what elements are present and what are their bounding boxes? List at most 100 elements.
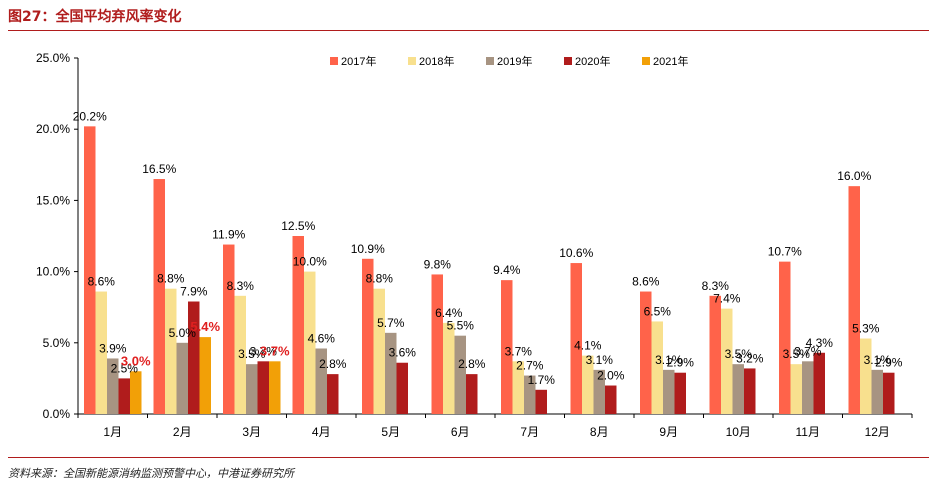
data-label: 8.6% (632, 275, 660, 289)
bar (663, 369, 675, 414)
bar (246, 364, 258, 414)
data-label: 4.6% (308, 331, 336, 345)
data-label: 3.7% (250, 344, 278, 358)
data-label: 12.5% (281, 219, 315, 233)
bar (860, 338, 872, 414)
bar (269, 361, 281, 414)
title-rule (8, 30, 929, 31)
data-label: 3.7% (260, 343, 290, 358)
y-tick-label: 10.0% (36, 265, 70, 279)
bar (454, 335, 466, 414)
data-label: 8.8% (157, 272, 185, 286)
bar (593, 369, 605, 414)
bar (84, 126, 96, 415)
data-label: 6.4% (435, 306, 463, 320)
data-label: 2.9% (667, 356, 695, 370)
bar (107, 358, 119, 414)
data-label: 5.0% (169, 326, 197, 340)
data-label: 1.7% (528, 373, 556, 387)
data-label: 10.0% (293, 255, 327, 269)
data-label: 10.9% (351, 242, 385, 256)
bar (223, 244, 235, 414)
bar (176, 342, 188, 414)
legend-swatch (486, 57, 494, 65)
x-tick-label: 6月 (451, 425, 470, 439)
axes: 0.0% 5.0% 10.0% 15.0% 20.0% 25.0% 1月 2月 3月 4月 5月 6月… (36, 51, 913, 439)
data-label: 3.5% (238, 347, 266, 361)
bar (871, 369, 883, 414)
legend: 2017年 2018年 2019年 2020年 2021年 (330, 54, 688, 68)
data-label: 3.5% (725, 347, 753, 361)
data-label: 20.2% (73, 109, 107, 123)
bar (813, 352, 825, 414)
bar (582, 355, 594, 414)
data-label: 9.8% (424, 257, 452, 271)
bar (431, 274, 443, 414)
data-label: 8.8% (366, 272, 394, 286)
bar (790, 364, 802, 414)
bar (396, 362, 408, 414)
bar (709, 295, 721, 414)
data-label: 2.0% (597, 369, 625, 383)
bar (165, 288, 177, 414)
legend-label: 2018年 (419, 54, 454, 68)
x-tick-label: 3月 (242, 425, 261, 439)
bar (95, 291, 107, 414)
data-label: 3.1% (864, 353, 892, 367)
value-labels: 20.2% 8.6% 3.9% 2.5%3.0% 16.5% 8.8% 5.0% 7.9% 5.… (73, 109, 903, 386)
bar (373, 288, 385, 414)
data-label: 3.2% (736, 351, 764, 365)
bar (257, 361, 269, 414)
data-label: 5.3% (852, 322, 880, 336)
data-label: 3.6% (389, 346, 417, 360)
legend-swatch (642, 57, 650, 65)
figure-title: 图27：全国平均弃风率变化 (8, 9, 182, 25)
data-label: 8.3% (227, 279, 255, 293)
bar (779, 261, 791, 414)
y-tick-label: 0.0% (43, 407, 71, 421)
data-label: 3.7% (794, 344, 822, 358)
data-label: 10.6% (559, 246, 593, 260)
data-label: 8.3% (702, 279, 730, 293)
data-label: 2.8% (319, 357, 347, 371)
bars (84, 126, 895, 415)
bar (744, 368, 756, 414)
x-tick-label: 9月 (659, 425, 678, 439)
data-label: 7.4% (713, 292, 741, 306)
data-label: 7.9% (180, 285, 208, 299)
bar (651, 321, 663, 414)
bar (570, 263, 582, 414)
x-tick-label: 5月 (381, 425, 400, 439)
data-label: 5.7% (377, 316, 405, 330)
legend-label: 2020年 (575, 54, 610, 68)
x-tick-label: 4月 (312, 425, 331, 439)
bar (535, 389, 547, 414)
data-label: 16.0% (837, 169, 871, 183)
data-label: 10.7% (768, 245, 802, 259)
bar (153, 179, 165, 414)
data-label: 3.5% (783, 347, 811, 361)
bar (501, 280, 513, 414)
bar (385, 332, 397, 414)
y-tick-label: 25.0% (36, 51, 70, 65)
data-label: 4.1% (574, 339, 602, 353)
legend-label: 2017年 (341, 54, 376, 68)
bar (315, 348, 327, 414)
bar (802, 361, 814, 414)
data-label: 4.3% (806, 336, 834, 350)
data-label: 3.0% (121, 353, 151, 368)
x-tick-label: 8月 (590, 425, 609, 439)
data-label: 3.7% (505, 344, 533, 358)
bar (304, 271, 316, 414)
x-tick-label: 1月 (103, 425, 122, 439)
x-tick-label: 11月 (796, 425, 820, 439)
data-label: 6.5% (644, 304, 672, 318)
bar (883, 372, 895, 414)
bar (524, 375, 536, 414)
bar (118, 378, 130, 414)
y-tick-label: 15.0% (36, 193, 70, 207)
bar (512, 361, 524, 414)
bar (848, 186, 860, 414)
legend-label: 2019年 (497, 54, 532, 68)
footer-rule (8, 457, 929, 458)
